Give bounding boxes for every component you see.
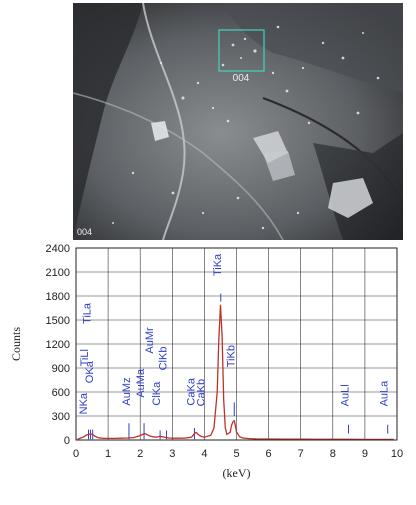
sem-ridge-1 [142, 2, 186, 241]
sem-particles [112, 25, 380, 230]
x-tick-label: 6 [266, 448, 272, 460]
x-axis-title: (keV) [223, 466, 251, 480]
peak-label: AuMa [135, 368, 147, 398]
sem-micrograph: 004 004 [72, 2, 404, 241]
x-tick-label: 4 [201, 448, 207, 460]
x-tick-label: 1 [105, 448, 111, 460]
sem-flake-1 [328, 178, 373, 218]
sem-upper-region [223, 3, 403, 93]
plot-frame [75, 247, 398, 441]
y-tick-label: 2400 [46, 243, 70, 255]
sem-image-canvas: 004 004 [72, 2, 404, 241]
x-tick-label: 5 [233, 448, 239, 460]
peak-label: OKa [84, 360, 96, 383]
x-tick-label: 0 [73, 448, 79, 460]
y-tick-labels: 0 300 600 900 1200 1500 1800 2100 2400 [46, 243, 70, 447]
sem-dark-region-left [73, 3, 143, 240]
grid [76, 248, 397, 440]
eds-spectrum-chart: TiLa TiLl OKa NKa AuMz AuMa AuMr ClKa ClKb CaKa Ca… [0, 240, 416, 500]
analysis-region-label: 004 [233, 73, 250, 84]
peak-label: TiKb [225, 345, 237, 367]
x-tick-label: 2 [137, 448, 143, 460]
sem-ridge-2 [72, 92, 284, 241]
peak-label: ClKb [158, 347, 170, 371]
y-tick-label: 900 [52, 363, 70, 375]
x-tick-label: 9 [362, 448, 368, 460]
y-tick-label: 1800 [46, 291, 70, 303]
y-tick-label: 0 [64, 435, 70, 447]
peak-label: AuMz [121, 377, 133, 405]
y-tick-label: 300 [52, 411, 70, 423]
x-tick-labels: 0 1 2 3 4 5 6 7 8 9 10 [73, 448, 403, 460]
y-tick-label: 2100 [46, 267, 70, 279]
y-tick-label: 600 [52, 387, 70, 399]
x-tick-label: 10 [391, 448, 403, 460]
sem-corner-label: 004 [77, 227, 92, 237]
peak-label: AuLl [340, 384, 352, 406]
y-axis-title: Counts [9, 327, 23, 361]
sem-flake-4 [263, 151, 295, 181]
peak-label: CaKa [185, 377, 197, 405]
peak-label: CaKb [196, 379, 208, 407]
peak-label: TiLa [81, 302, 93, 324]
x-tick-label: 8 [330, 448, 336, 460]
y-tick-label: 1500 [46, 315, 70, 327]
peak-label: AuLa [379, 380, 391, 407]
peak-markers [88, 293, 389, 440]
x-tick-label: 3 [169, 448, 175, 460]
y-tick-label: 1200 [46, 339, 70, 351]
spectrum-line [77, 304, 394, 441]
peak-label: NKa [78, 392, 90, 414]
sem-flake-3 [151, 121, 169, 141]
peak-label: TiLl [79, 349, 91, 366]
peak-label: AuMr [144, 327, 156, 354]
peak-label: ClKa [151, 381, 163, 406]
x-tick-label: 7 [298, 448, 304, 460]
peak-label: TiKa [212, 253, 224, 276]
analysis-region-box [218, 29, 265, 72]
